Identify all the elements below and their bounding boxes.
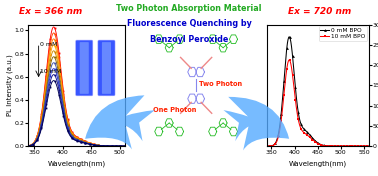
- 10 mM BPO: [366, 145, 371, 147]
- Text: Ex = 720 nm: Ex = 720 nm: [288, 7, 351, 16]
- Text: 0 mM: 0 mM: [40, 42, 57, 47]
- 10 mM BPO: [287, 59, 291, 61]
- 10 mM BPO: [348, 145, 353, 147]
- X-axis label: Wavelength(nm): Wavelength(nm): [289, 161, 347, 167]
- 10 mM BPO: [325, 145, 330, 147]
- Legend: 0 mM BPO, 10 mM BPO: 0 mM BPO, 10 mM BPO: [319, 26, 367, 41]
- 10 mM BPO: [313, 141, 318, 143]
- Text: Fluorescence Quenching by: Fluorescence Quenching by: [127, 19, 251, 28]
- Text: Benzoyl Peroxide: Benzoyl Peroxide: [150, 35, 228, 44]
- 0 mM BPO: [325, 145, 330, 147]
- Y-axis label: PL Intensity (a.u.): PL Intensity (a.u.): [6, 55, 13, 116]
- 0 mM BPO: [287, 36, 291, 38]
- Text: One Photon: One Photon: [153, 107, 197, 113]
- 0 mM BPO: [313, 140, 318, 142]
- FancyArrowPatch shape: [223, 97, 289, 150]
- 0 mM BPO: [348, 145, 353, 147]
- 10 mM BPO: [314, 141, 318, 143]
- Line: 0 mM BPO: 0 mM BPO: [265, 35, 370, 147]
- 10 mM BPO: [320, 144, 324, 146]
- Text: 10 mM: 10 mM: [40, 69, 61, 74]
- 0 mM BPO: [314, 140, 318, 143]
- Text: Two Photon: Two Photon: [199, 81, 242, 87]
- X-axis label: Wavelength(nm): Wavelength(nm): [48, 161, 106, 167]
- 0 mM BPO: [265, 145, 269, 147]
- 10 mM BPO: [265, 145, 269, 147]
- 10 mM BPO: [364, 145, 369, 147]
- Text: Ex = 366 nm: Ex = 366 nm: [19, 7, 83, 16]
- 0 mM BPO: [364, 145, 369, 147]
- FancyArrowPatch shape: [85, 95, 155, 149]
- 0 mM BPO: [320, 144, 324, 146]
- Text: Two Photon Absorption Material: Two Photon Absorption Material: [116, 4, 262, 12]
- 0 mM BPO: [366, 145, 371, 147]
- Line: 10 mM BPO: 10 mM BPO: [265, 59, 370, 147]
